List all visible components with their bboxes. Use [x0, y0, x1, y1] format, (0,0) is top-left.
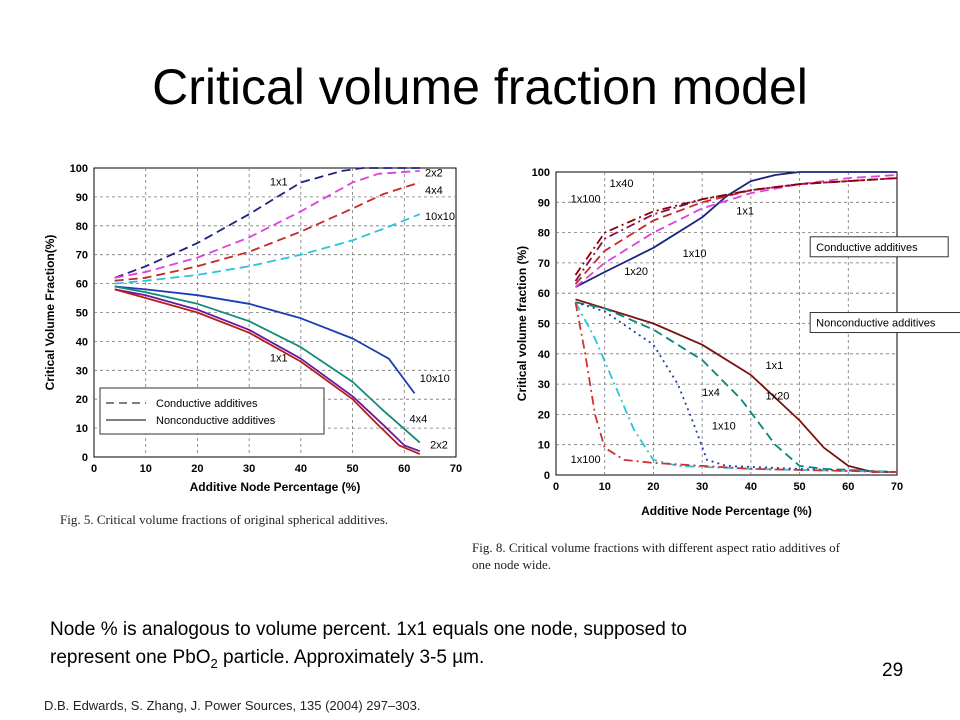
curve-label: 2x2: [430, 439, 448, 451]
y-tick-label: 60: [76, 279, 88, 291]
y-axis-title: Critical Volume Fraction(%): [43, 235, 57, 391]
curve-label: 1x1: [765, 360, 783, 372]
slide-body-text: Node % is analogous to volume percent. 1…: [50, 616, 870, 678]
x-tick-label: 50: [346, 463, 358, 475]
curve-label: 1x10: [712, 421, 736, 433]
charts-canvas: 0 10 20 30 40 50 60 7001020304050607080901001x1…: [43, 163, 960, 518]
series-line-nonconductive-2x2: [114, 288, 421, 453]
y-tick-label: 60: [538, 288, 550, 300]
y-tick-label: 80: [76, 221, 88, 233]
y-axis-title: Critical volume fraction (%): [515, 246, 529, 401]
x-tick-label: 30: [243, 463, 255, 475]
x-tick-label: 60: [842, 481, 854, 493]
legend-box: [809, 312, 960, 334]
x-tick-label: 10: [599, 481, 611, 493]
x-tick-label: 30: [696, 481, 708, 493]
body-line-2-post: particle. Approximately 3-5 µm.: [217, 647, 485, 668]
curve-label: 1x1: [270, 353, 288, 365]
series-line-nonconductive-10x10: [114, 285, 416, 394]
legend-box: [99, 387, 325, 435]
body-line-2-sub: 2: [210, 655, 218, 671]
y-tick-label: 10: [76, 423, 88, 435]
curve-label: 10x10: [420, 373, 450, 385]
curve-label: 1x100: [571, 454, 601, 466]
x-tick-label: 60: [398, 463, 410, 475]
legend-box: [809, 236, 949, 258]
y-tick-label: 100: [532, 167, 550, 179]
series-line-nonconductive-4x4: [114, 285, 421, 444]
x-tick-label: 40: [745, 481, 757, 493]
x-axis-title: Additive Node Percentage (%): [641, 504, 812, 518]
curve-label: 1x1: [270, 176, 288, 188]
y-tick-label: 30: [538, 379, 550, 391]
legend-label: Nonconductive additives: [816, 318, 936, 330]
page-number: 29: [882, 660, 904, 681]
x-tick-label: 0: [553, 481, 559, 493]
x-tick-label: 20: [647, 481, 659, 493]
legend-label: Conductive additives: [156, 398, 258, 410]
y-tick-label: 70: [538, 258, 550, 270]
y-tick-label: 50: [538, 319, 550, 331]
x-tick-label: 0: [91, 463, 97, 475]
x-tick-label: 70: [891, 481, 903, 493]
series-line-conductive-1x100: [574, 177, 898, 276]
series-line-nonconductive-1x1: [114, 288, 421, 455]
y-tick-label: 40: [76, 336, 88, 348]
y-tick-label: 10: [538, 440, 550, 452]
chart-fig5: 0 10 20 30 40 50 60 70 0 10 20 30 40 50 60 70 80 90 100 1x1…: [43, 163, 462, 494]
body-line-1: Node % is analogous to volume percent. 1…: [50, 619, 687, 640]
y-tick-label: 80: [538, 228, 550, 240]
y-tick-label: 0: [82, 452, 88, 464]
fig5-caption: Fig. 5. Critical volume fractions of ori…: [60, 512, 389, 527]
curve-label: 1x20: [624, 266, 648, 278]
series-line-nonconductive-1x10: [575, 301, 898, 473]
y-tick-label: 50: [76, 308, 88, 320]
x-tick-label: 70: [450, 463, 462, 475]
series-line-conductive-10x10: [114, 213, 421, 285]
x-tick-label: 50: [793, 481, 805, 493]
series-line-nonconductive-1x20: [575, 301, 898, 473]
curve-label: 2x2: [425, 168, 443, 180]
x-tick-label: 20: [191, 463, 203, 475]
curve-label: 1x1: [736, 205, 754, 217]
x-tick-label: 10: [140, 463, 152, 475]
y-tick-label: 20: [76, 394, 88, 406]
curve-label: 1x10: [683, 248, 707, 260]
curve-label: 1x100: [571, 193, 601, 205]
series-line-nonconductive-1x4: [574, 301, 898, 473]
legend-label: Nonconductive additives: [156, 415, 276, 427]
y-tick-label: 70: [76, 250, 88, 262]
series-line-conductive-2x2: [114, 170, 420, 279]
series-line-conductive-1x1: [575, 171, 897, 288]
legend-label: Conductive additives: [816, 242, 918, 254]
citation: D.B. Edwards, S. Zhang, J. Power Sources…: [44, 698, 421, 713]
curve-label: 4x4: [409, 413, 427, 425]
series-line-nonconductive-1x1: [575, 298, 897, 473]
curve-label: 1x40: [610, 178, 634, 190]
y-tick-label: 40: [538, 349, 550, 361]
chart-fig8: 0 10 20 30 40 50 60 70 0 10 20 30 40 50 60 70 80 90 100 1x4…: [515, 167, 960, 518]
series-line-conductive-1x1: [114, 167, 420, 279]
fig8-caption-line1: Fig. 8. Critical volume fractions with d…: [472, 540, 840, 555]
body-line-2-pre: represent one PbO: [50, 647, 211, 668]
slide-title: Critical volume fraction model: [152, 59, 808, 115]
y-tick-label: 100: [70, 163, 88, 175]
curve-label: 4x4: [425, 185, 443, 197]
series-line-conductive-1x10: [574, 174, 898, 288]
series-line-nonconductive-1x100: [574, 302, 898, 473]
y-tick-label: 30: [76, 365, 88, 377]
curve-label: 1x20: [765, 390, 789, 402]
y-tick-label: 20: [538, 409, 550, 421]
body-line-2: represent one PbO2 particle. Approximate…: [50, 644, 870, 678]
series-line-conductive-1x40: [574, 177, 898, 282]
x-axis-title: Additive Node Percentage (%): [190, 480, 361, 494]
fig8-caption-line2: one node wide.: [472, 557, 552, 572]
curve-label: 10x10: [425, 211, 455, 223]
x-tick-label: 40: [295, 463, 307, 475]
y-tick-label: 0: [544, 470, 550, 482]
curve-label: 1x4: [702, 387, 720, 399]
y-tick-label: 90: [538, 197, 550, 209]
y-tick-label: 90: [76, 192, 88, 204]
